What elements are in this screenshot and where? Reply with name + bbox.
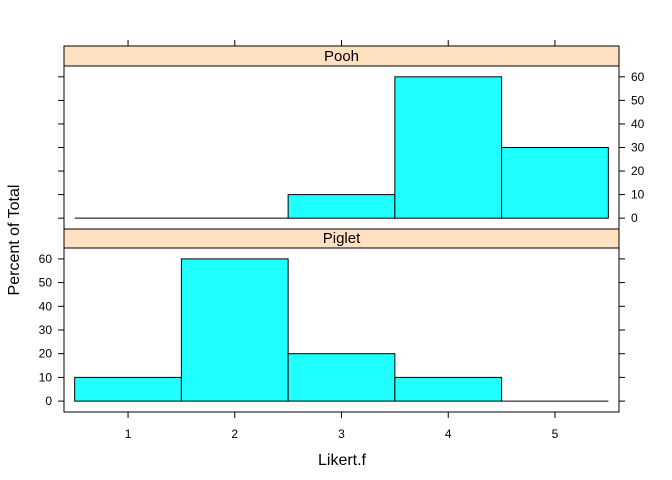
y-tick-label: 20 — [39, 347, 53, 361]
panel-piglet: Piglet 0 10 20 30 40 50 60 — [39, 228, 625, 413]
y-tick-label: 40 — [631, 117, 645, 131]
y-tick-label: 60 — [39, 252, 53, 266]
x-axis-title: Likert.f — [318, 452, 367, 469]
strip-label: Piglet — [323, 230, 361, 247]
x-tick-label: 5 — [552, 427, 559, 441]
bar-piglet-1 — [74, 376, 182, 402]
x-tick-label: 3 — [338, 427, 345, 441]
y-tick-label: 30 — [39, 323, 53, 337]
bar-pooh-5 — [501, 147, 609, 219]
y-tick-label: 20 — [631, 164, 645, 178]
y-axis-title: Percent of Total — [6, 185, 23, 296]
panels-layer: Pooh 0 10 20 30 40 50 60 Piglet 0 10 20 30 40 50 60 1 2 3 4… — [39, 40, 645, 441]
x-tick-label: 1 — [125, 427, 132, 441]
x-tick-label: 4 — [445, 427, 452, 441]
y-tick-label: 50 — [39, 276, 53, 290]
panel-pooh: Pooh 0 10 20 30 40 50 60 — [58, 45, 645, 230]
bar-pooh-3 — [287, 194, 396, 219]
bar-piglet-4 — [394, 376, 503, 402]
bar-pooh-4 — [394, 76, 503, 219]
y-tick-label: 0 — [45, 394, 52, 408]
bar-piglet-3 — [287, 353, 396, 402]
bar-piglet-2 — [180, 258, 289, 402]
y-tick-label: 50 — [631, 93, 645, 107]
y-tick-label: 0 — [631, 211, 638, 225]
y-tick-label: 60 — [631, 70, 645, 84]
strip-label: Pooh — [324, 48, 359, 65]
y-tick-label: 40 — [39, 299, 53, 313]
y-tick-label: 10 — [631, 188, 645, 202]
x-tick-label: 2 — [231, 427, 238, 441]
y-tick-label: 10 — [39, 370, 53, 384]
y-tick-label: 30 — [631, 141, 645, 155]
